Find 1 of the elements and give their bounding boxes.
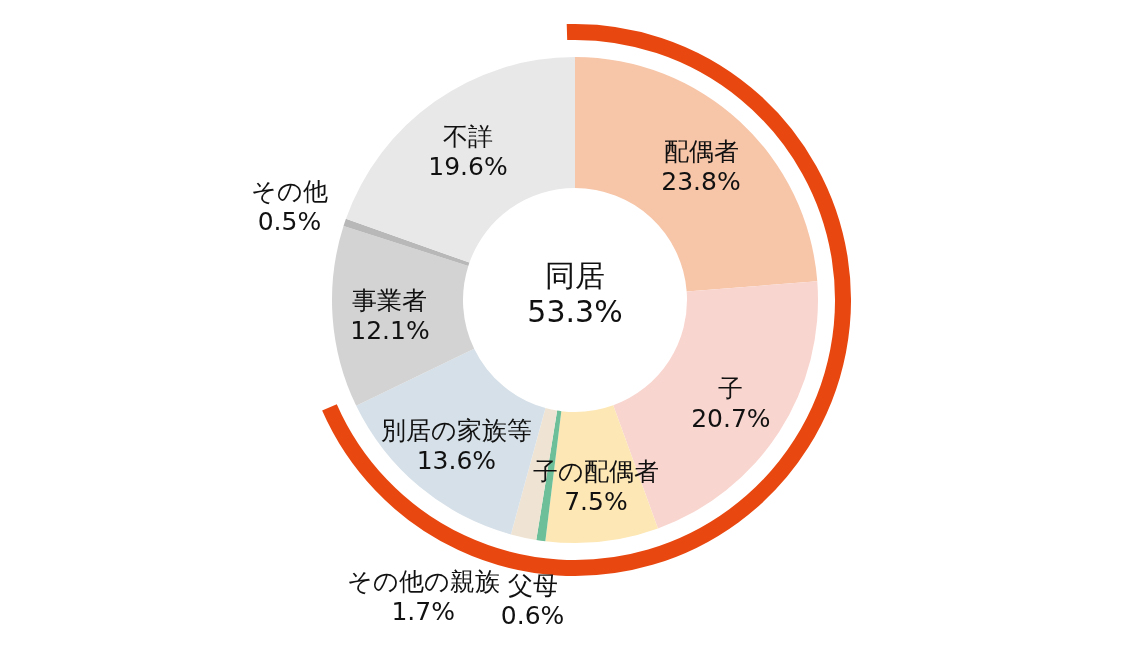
annotation: 同居 53.3% (527, 258, 623, 329)
